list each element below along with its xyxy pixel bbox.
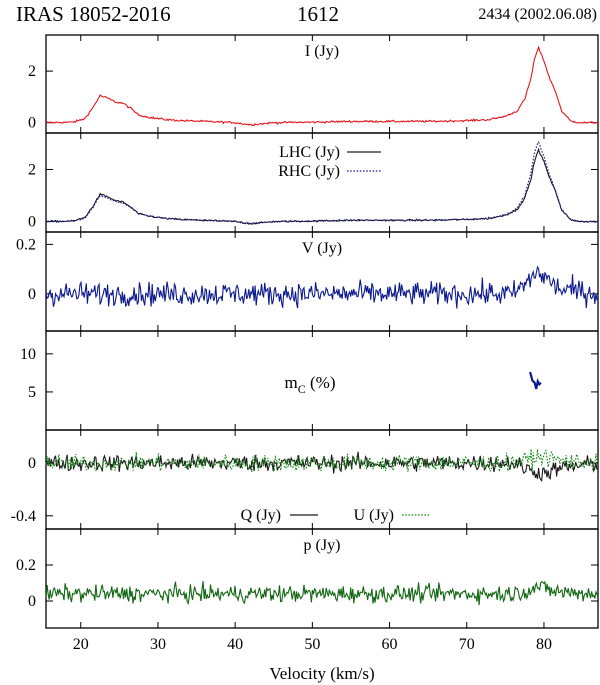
x-tick-label: 20	[73, 636, 89, 653]
x-tick-label: 60	[382, 636, 398, 653]
legend-label: LHC (Jy)	[279, 144, 340, 161]
y-tick-label: 0	[28, 593, 36, 610]
x-tick-label: 70	[459, 636, 475, 653]
y-tick-label: 2	[28, 63, 36, 80]
series-line-p	[45, 580, 599, 606]
source-name: IRAS 18052-2016	[16, 2, 171, 26]
y-tick-label: 0	[28, 214, 36, 231]
legend-label: U (Jy)	[354, 507, 394, 524]
y-tick-label: -0.4	[11, 508, 36, 525]
series-line-v	[45, 265, 599, 309]
y-tick-label: 0	[28, 115, 36, 132]
y-tick-label: 10	[20, 346, 36, 363]
y-tick-label: 5	[28, 384, 36, 401]
y-tick-label: 0.2	[16, 236, 36, 253]
line-frequency: 1612	[297, 2, 339, 26]
series-line-lhc	[45, 147, 598, 225]
panel-label-p: p (Jy)	[304, 537, 341, 554]
y-tick-label: 0	[28, 286, 36, 303]
x-tick-label: 30	[150, 636, 166, 653]
panel-label-V: V (Jy)	[302, 240, 342, 257]
series-line-mc	[529, 371, 542, 390]
series-line-i	[45, 45, 599, 127]
panel-frame-QU	[45, 429, 599, 530]
panel-label-I: I (Jy)	[305, 43, 339, 60]
panel-label-mC: mC (%)	[285, 373, 336, 396]
y-tick-label: 0.2	[16, 557, 36, 574]
legend-label: RHC (Jy)	[278, 163, 340, 180]
panel-frame-p	[45, 528, 599, 629]
x-axis-label: Velocity (km/s)	[269, 664, 374, 683]
legend-label: Q (Jy)	[241, 507, 281, 524]
x-tick-label: 40	[227, 636, 243, 653]
y-tick-label: 2	[28, 161, 36, 178]
x-tick-label: 50	[304, 636, 320, 653]
observation-epoch: 2434 (2002.06.08)	[478, 6, 597, 23]
x-tick-label: 80	[536, 636, 552, 653]
series-line-u	[45, 448, 599, 474]
y-tick-label: 0	[28, 455, 36, 472]
